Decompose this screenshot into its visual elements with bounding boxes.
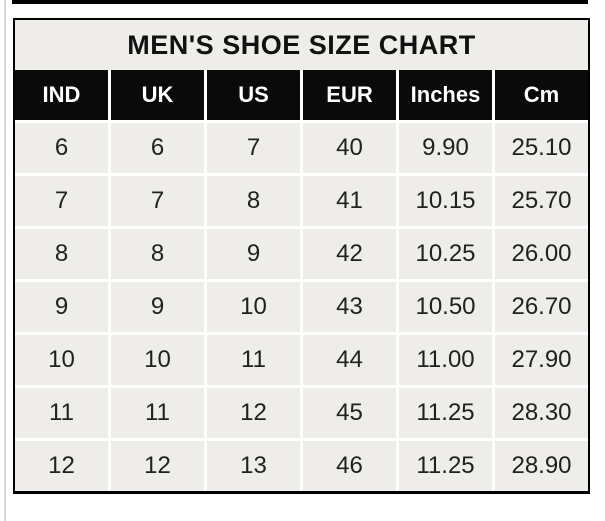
column-header-us: US: [207, 70, 300, 120]
cell-row1-eur: 40: [303, 123, 396, 173]
cell-row7-cm: 28.90: [495, 441, 588, 491]
chart-title: MEN'S SHOE SIZE CHART: [15, 20, 588, 70]
cell-row1-cm: 25.10: [495, 123, 588, 173]
left-edge-line: [4, 0, 6, 521]
cell-row4-eur: 43: [303, 282, 396, 332]
cell-row4-ind: 9: [15, 282, 108, 332]
cell-row2-eur: 41: [303, 176, 396, 226]
cell-row7-eur: 46: [303, 441, 396, 491]
cell-row6-ind: 11: [15, 388, 108, 438]
cell-row3-us: 9: [207, 229, 300, 279]
column-header-ind: IND: [15, 70, 108, 120]
cell-row2-us: 8: [207, 176, 300, 226]
cell-row7-us: 13: [207, 441, 300, 491]
cell-row5-uk: 10: [111, 335, 204, 385]
cell-row6-eur: 45: [303, 388, 396, 438]
cell-row5-eur: 44: [303, 335, 396, 385]
cell-row1-inches: 9.90: [399, 123, 492, 173]
shoe-size-chart: MEN'S SHOE SIZE CHART IND UK US EUR Inches Cm…: [13, 18, 590, 494]
cell-row5-inches: 11.00: [399, 335, 492, 385]
cell-row3-eur: 42: [303, 229, 396, 279]
cell-row5-ind: 10: [15, 335, 108, 385]
cell-row2-inches: 10.15: [399, 176, 492, 226]
column-header-eur: EUR: [303, 70, 396, 120]
cell-row4-inches: 10.50: [399, 282, 492, 332]
cell-row2-ind: 7: [15, 176, 108, 226]
cell-row6-cm: 28.30: [495, 388, 588, 438]
cell-row4-cm: 26.70: [495, 282, 588, 332]
top-edge-line: [12, 0, 588, 4]
cell-row5-cm: 27.90: [495, 335, 588, 385]
cell-row7-uk: 12: [111, 441, 204, 491]
cell-row6-uk: 11: [111, 388, 204, 438]
cell-row2-uk: 7: [111, 176, 204, 226]
cell-row5-us: 11: [207, 335, 300, 385]
cell-row7-ind: 12: [15, 441, 108, 491]
column-header-inches: Inches: [399, 70, 492, 120]
column-header-uk: UK: [111, 70, 204, 120]
column-header-cm: Cm: [495, 70, 588, 120]
cell-row6-us: 12: [207, 388, 300, 438]
cell-row4-uk: 9: [111, 282, 204, 332]
cell-row1-ind: 6: [15, 123, 108, 173]
cell-row1-uk: 6: [111, 123, 204, 173]
cell-row2-cm: 25.70: [495, 176, 588, 226]
cell-row3-ind: 8: [15, 229, 108, 279]
cell-row7-inches: 11.25: [399, 441, 492, 491]
cell-row3-uk: 8: [111, 229, 204, 279]
cell-row4-us: 10: [207, 282, 300, 332]
cell-row1-us: 7: [207, 123, 300, 173]
cell-row3-inches: 10.25: [399, 229, 492, 279]
cell-row6-inches: 11.25: [399, 388, 492, 438]
cell-row3-cm: 26.00: [495, 229, 588, 279]
size-table: IND UK US EUR Inches Cm 6 6 7 40 9.90 25.10 7 7 8 41 10.…: [15, 70, 588, 491]
